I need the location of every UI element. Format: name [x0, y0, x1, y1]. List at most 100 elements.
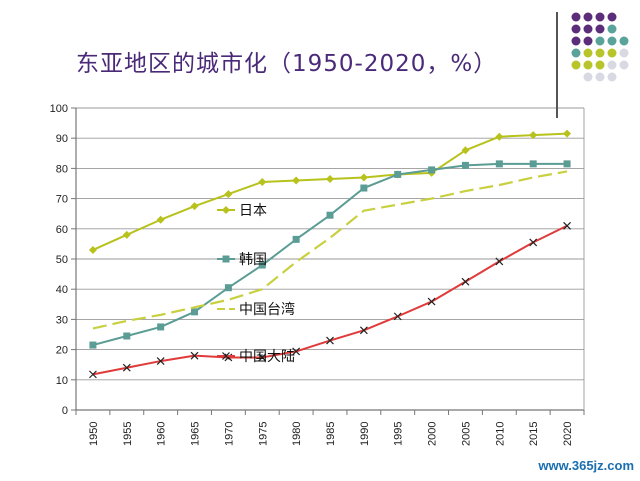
- data-point: [258, 261, 266, 269]
- series-line-3: [92, 224, 568, 376]
- decorative-dot: [607, 36, 617, 46]
- data-point: [360, 184, 368, 192]
- series-line-0: [92, 132, 568, 251]
- data-point: [88, 245, 97, 254]
- decorative-dot: [583, 24, 593, 34]
- y-tick-label: 60: [56, 224, 68, 236]
- data-point: [563, 160, 571, 168]
- decorative-dot: [571, 24, 581, 34]
- x-tick-label: 2000: [427, 422, 439, 446]
- decorative-dot: [571, 60, 581, 70]
- decorative-dot: [571, 48, 581, 58]
- x-tick-label: 1955: [122, 422, 134, 446]
- data-point: [123, 332, 131, 340]
- x-tick-label: 1950: [88, 422, 100, 446]
- decorative-dot: [595, 72, 605, 82]
- x-tick-label: 1985: [325, 422, 337, 446]
- x-tick-label: 2015: [528, 422, 540, 446]
- x-tick-label: 2010: [494, 422, 506, 446]
- data-point: [89, 341, 97, 349]
- decorative-dot: [595, 60, 605, 70]
- y-tick-label: 30: [56, 314, 68, 326]
- x-tick-label: 1995: [393, 422, 405, 446]
- legend-swatch-marker: [222, 206, 230, 214]
- decorative-divider: [556, 12, 558, 118]
- decorative-dot: [595, 48, 605, 58]
- series-line-2: [92, 170, 568, 330]
- data-point: [292, 235, 300, 243]
- legend-swatch-marker: [222, 255, 230, 263]
- series-label: 中国大陆: [239, 349, 295, 365]
- series-label: 日本: [239, 203, 267, 219]
- chart-title: 东亚地区的城市化（1950-2020，%）: [76, 51, 498, 77]
- y-tick-label: 20: [56, 345, 68, 357]
- x-tick-label: 1975: [257, 422, 269, 446]
- data-point: [190, 202, 199, 211]
- decorative-dot: [595, 36, 605, 46]
- data-point: [224, 284, 232, 292]
- data-point: [461, 146, 470, 155]
- data-point: [359, 326, 368, 335]
- decorative-dot: [619, 48, 629, 58]
- data-point: [190, 351, 199, 360]
- data-point: [359, 173, 368, 182]
- data-point: [394, 170, 402, 178]
- data-point: [326, 211, 334, 219]
- data-point: [495, 257, 504, 266]
- x-tick-label: 1965: [190, 422, 202, 446]
- data-point: [495, 132, 504, 141]
- data-point: [461, 161, 469, 169]
- x-tick-label: 1980: [291, 422, 303, 446]
- decorative-dot: [619, 60, 629, 70]
- y-tick-label: 50: [56, 254, 68, 266]
- decorative-dot: [607, 48, 617, 58]
- decorative-dot: [571, 36, 581, 46]
- data-point: [157, 323, 165, 331]
- data-point: [326, 336, 334, 345]
- data-point: [191, 308, 199, 316]
- x-tick-label: 2005: [460, 422, 472, 446]
- decorative-dot: [583, 36, 593, 46]
- decorative-dot: [607, 72, 617, 82]
- data-point: [122, 363, 131, 372]
- data-point: [89, 370, 97, 379]
- decorative-dot: [583, 72, 593, 82]
- data-point: [563, 129, 572, 138]
- data-point: [529, 131, 538, 140]
- data-point: [156, 215, 165, 224]
- legend-swatch-marker: [222, 352, 230, 360]
- y-tick-label: 70: [56, 194, 68, 206]
- series-line-1: [92, 162, 568, 347]
- series-label: 韩国: [239, 252, 267, 268]
- data-point: [427, 297, 436, 306]
- data-point: [258, 353, 267, 362]
- x-tick-label: 2020: [562, 422, 574, 446]
- decorative-dot: [607, 12, 617, 22]
- y-tick-label: 80: [56, 163, 68, 175]
- x-tick-label: 1990: [359, 422, 371, 446]
- data-point: [258, 177, 267, 186]
- y-tick-label: 100: [50, 103, 68, 115]
- decorative-dot: [595, 24, 605, 34]
- data-point: [292, 347, 301, 356]
- watermark-text: www.365jz.com: [538, 458, 634, 473]
- decorative-dot: [583, 12, 593, 22]
- decorative-dot: [583, 48, 593, 58]
- y-tick-label: 10: [56, 375, 68, 387]
- decorative-dot: [619, 36, 629, 46]
- decorative-dot: [595, 12, 605, 22]
- data-point: [224, 190, 233, 199]
- data-point: [326, 174, 334, 183]
- decorative-dot: [583, 60, 593, 70]
- y-tick-label: 0: [62, 405, 68, 417]
- data-point: [495, 160, 503, 168]
- y-tick-label: 40: [56, 284, 68, 296]
- x-tick-label: 1960: [156, 422, 168, 446]
- data-point: [529, 160, 537, 168]
- data-point: [122, 230, 131, 239]
- y-tick-label: 90: [56, 133, 68, 145]
- data-point: [156, 357, 165, 366]
- data-point: [428, 166, 436, 174]
